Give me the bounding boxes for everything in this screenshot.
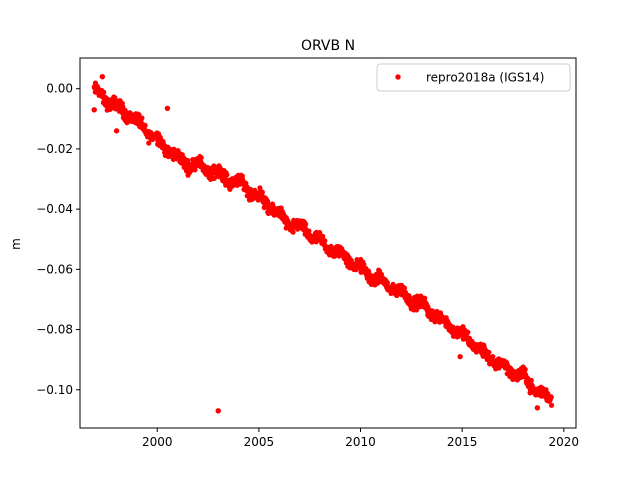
data-point: [303, 221, 309, 227]
data-point: [528, 377, 534, 384]
y-axis-label: m: [9, 238, 23, 250]
x-tick-label: 2000: [142, 435, 173, 449]
data-point-outlier: [113, 128, 120, 134]
data-point: [306, 228, 312, 234]
data-point-outlier: [164, 105, 171, 111]
legend-marker: [395, 74, 401, 80]
y-tick-label: 0.00: [46, 82, 73, 96]
data-point: [198, 154, 204, 161]
data-point: [465, 329, 471, 335]
data-point: [384, 279, 390, 286]
data-point-outlier: [99, 73, 106, 80]
data-point: [390, 281, 396, 287]
legend-box: [376, 63, 571, 92]
data-points: [91, 73, 555, 414]
data-point: [548, 394, 554, 400]
data-point: [259, 189, 265, 195]
data-point: [406, 294, 413, 300]
data-point: [361, 261, 367, 267]
legend: repro2018a (IGS14): [376, 63, 571, 92]
y-tick-label: −0.06: [36, 262, 73, 276]
y-tick-label: −0.02: [36, 142, 73, 156]
y-tick-label: −0.08: [36, 323, 73, 337]
x-tick-label: 2020: [549, 435, 580, 449]
x-tick-label: 2010: [345, 435, 376, 449]
y-tick-label: −0.10: [36, 383, 73, 397]
data-point-outlier: [91, 107, 97, 113]
data-point: [139, 115, 145, 121]
legend-label: repro2018a (IGS14): [426, 71, 544, 85]
data-point: [401, 285, 408, 291]
data-point: [101, 89, 107, 95]
x-tick-label: 2005: [244, 435, 275, 449]
data-point: [224, 172, 230, 178]
axis-ticks: 2000 2005 2010 2015 2020 0.00 −0.02 −0.04 −0.06 −…: [36, 82, 579, 449]
chart-title: ORVB N: [301, 38, 355, 54]
data-point: [422, 295, 428, 301]
data-point: [142, 122, 148, 129]
data-point: [486, 349, 492, 355]
data-point: [522, 366, 528, 373]
data-point-outlier: [534, 405, 541, 411]
data-point: [290, 229, 296, 235]
data-point-outlier: [457, 353, 463, 360]
data-point-outlier: [215, 408, 221, 414]
data-point: [265, 201, 271, 207]
data-point: [322, 238, 328, 244]
data-point: [548, 402, 555, 408]
y-tick-label: −0.04: [36, 202, 73, 216]
plot-frame: [79, 57, 577, 429]
x-tick-label: 2015: [447, 435, 478, 449]
data-point: [146, 140, 152, 146]
data-point: [490, 353, 496, 360]
